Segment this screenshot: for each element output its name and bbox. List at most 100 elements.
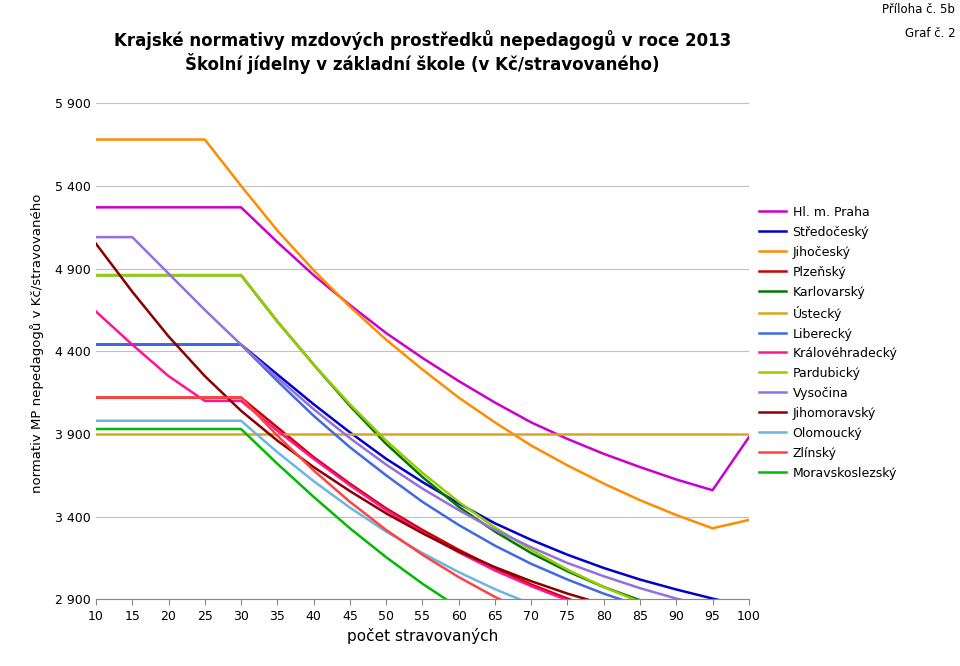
Olomoucký	[453, 568, 465, 576]
Jihočeský	[453, 394, 465, 402]
Olomoucký	[380, 527, 392, 535]
Středočeský	[453, 500, 465, 507]
Olomoucký	[127, 417, 138, 425]
Karlovarský	[525, 549, 537, 557]
Ústecký	[344, 430, 355, 438]
Ústecký	[417, 430, 428, 438]
Text: Graf č. 2: Graf č. 2	[904, 27, 955, 40]
Moravskoslezský	[163, 425, 175, 433]
Jihočeský	[562, 462, 573, 470]
Středočeský	[308, 400, 320, 408]
Pardubický	[235, 271, 247, 279]
Pardubický	[308, 360, 320, 368]
Liberecký	[344, 443, 355, 451]
Ústecký	[308, 430, 320, 438]
Liberecký	[417, 498, 428, 505]
Plzeňský	[417, 526, 428, 534]
Moravskoslezský	[90, 425, 102, 433]
Královéhradecký	[380, 506, 392, 514]
Jihomoravský	[562, 589, 573, 597]
Jihomoravský	[490, 563, 501, 571]
Line: Královéhradecký: Královéhradecký	[96, 312, 749, 647]
Olomoucký	[743, 655, 755, 663]
Královéhradecký	[417, 528, 428, 536]
Hl. m. Praha	[272, 238, 283, 246]
Vysočina	[743, 611, 755, 619]
Jihočeský	[235, 182, 247, 190]
Jihomoravský	[453, 547, 465, 555]
Olomoucký	[490, 585, 501, 593]
Plzeňský	[235, 394, 247, 402]
Line: Vysočina: Vysočina	[96, 237, 749, 615]
Karlovarský	[490, 527, 501, 535]
Zlínský	[127, 394, 138, 402]
Liberecký	[380, 472, 392, 480]
Středočeský	[344, 428, 355, 436]
Olomoucký	[707, 649, 718, 657]
Zlínský	[380, 526, 392, 534]
Jihomoravský	[199, 372, 210, 380]
Plzeňský	[743, 642, 755, 650]
Vysočina	[635, 584, 646, 592]
Liberecký	[525, 560, 537, 568]
Hl. m. Praha	[525, 418, 537, 426]
Ústecký	[525, 430, 537, 438]
Vysočina	[272, 374, 283, 382]
Karlovarský	[163, 271, 175, 279]
Středočeský	[743, 603, 755, 611]
Moravskoslezský	[344, 524, 355, 532]
Středočeský	[163, 340, 175, 348]
Zlínský	[635, 650, 646, 658]
Karlovarský	[90, 271, 102, 279]
Olomoucký	[235, 417, 247, 425]
Vysočina	[525, 543, 537, 551]
Olomoucký	[163, 417, 175, 425]
Ústecký	[453, 430, 465, 438]
Jihomoravský	[525, 577, 537, 585]
Moravskoslezský	[525, 643, 537, 651]
Středočeský	[670, 585, 682, 593]
Olomoucký	[635, 635, 646, 643]
Jihočeský	[127, 135, 138, 143]
Ústecký	[90, 430, 102, 438]
Středočeský	[235, 340, 247, 348]
Liberecký	[163, 340, 175, 348]
Plzeňský	[308, 453, 320, 461]
Plzeňský	[525, 581, 537, 589]
Pardubický	[90, 271, 102, 279]
Zlínský	[235, 394, 247, 402]
Plzeňský	[380, 504, 392, 512]
Hl. m. Praha	[90, 203, 102, 211]
Zlínský	[90, 394, 102, 402]
Liberecký	[743, 630, 755, 638]
Olomoucký	[272, 448, 283, 456]
Jihomoravský	[707, 625, 718, 633]
Title: Krajské normativy mzdových prostředků nepedagogů v roce 2013
Školní jídelny v zá: Krajské normativy mzdových prostředků ne…	[114, 29, 731, 74]
Ústecký	[199, 430, 210, 438]
Karlovarský	[235, 271, 247, 279]
Středočeský	[90, 340, 102, 348]
Ústecký	[380, 430, 392, 438]
Jihočeský	[707, 524, 718, 532]
Karlovarský	[707, 618, 718, 626]
Plzeňský	[344, 480, 355, 488]
Královéhradecký	[562, 596, 573, 604]
Jihomoravský	[670, 618, 682, 626]
Moravskoslezský	[199, 425, 210, 433]
Line: Zlínský: Zlínský	[96, 398, 749, 666]
Text: Příloha č. 5b: Příloha č. 5b	[882, 3, 955, 17]
Olomoucký	[344, 503, 355, 511]
Liberecký	[635, 602, 646, 610]
Královéhradecký	[90, 308, 102, 316]
Jihomoravský	[743, 631, 755, 639]
Plzeňský	[199, 394, 210, 402]
Jihomoravský	[272, 437, 283, 445]
Pardubický	[490, 523, 501, 531]
Plzeňský	[453, 545, 465, 553]
Line: Pardubický: Pardubický	[96, 275, 749, 634]
Hl. m. Praha	[308, 271, 320, 279]
Plzeňský	[127, 394, 138, 402]
Liberecký	[199, 340, 210, 348]
Vysočina	[163, 270, 175, 278]
Zlínský	[453, 573, 465, 581]
